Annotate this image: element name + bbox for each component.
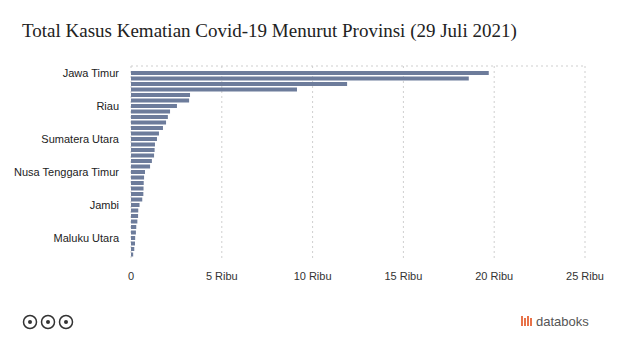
bar bbox=[131, 231, 136, 235]
license-icon-dot bbox=[46, 320, 50, 324]
logo-mark bbox=[521, 316, 523, 326]
logo-text: databoks bbox=[536, 314, 589, 329]
license-icon bbox=[42, 316, 55, 329]
grid-line bbox=[494, 66, 495, 259]
bar bbox=[131, 176, 144, 180]
logo-mark bbox=[530, 318, 532, 326]
tick-label: 10 Ribu bbox=[294, 270, 332, 282]
category-label: Jawa Timur bbox=[63, 67, 120, 79]
bar bbox=[131, 99, 189, 103]
category-label: Maluku Utara bbox=[54, 232, 120, 244]
bar bbox=[131, 209, 138, 213]
bar bbox=[131, 126, 163, 130]
bar bbox=[131, 132, 159, 136]
license-icon-dot bbox=[28, 320, 32, 324]
bar bbox=[131, 82, 347, 86]
grid-line bbox=[221, 66, 222, 259]
grid-line bbox=[312, 66, 313, 259]
bar bbox=[131, 242, 135, 246]
grid-line bbox=[585, 66, 586, 259]
bar bbox=[131, 214, 138, 218]
chart: Total Kasus Kematian Covid-19 Menurut Pr… bbox=[0, 0, 620, 348]
license-icon bbox=[24, 316, 37, 329]
bar bbox=[131, 143, 155, 147]
frame-line bbox=[131, 66, 585, 67]
logo-mark bbox=[527, 316, 529, 326]
category-label: Nusa Tenggara Timur bbox=[14, 166, 119, 178]
tick-label: 15 Ribu bbox=[384, 270, 422, 282]
bars bbox=[131, 71, 489, 257]
bar bbox=[131, 71, 489, 75]
bar bbox=[131, 225, 136, 229]
bar bbox=[131, 137, 157, 141]
license-icon-dot bbox=[64, 320, 68, 324]
bar bbox=[131, 159, 152, 163]
logo bbox=[521, 316, 532, 326]
bar bbox=[131, 88, 297, 92]
bar bbox=[131, 198, 142, 202]
bar bbox=[131, 203, 140, 207]
bar bbox=[131, 77, 469, 81]
category-label: Jambi bbox=[90, 199, 119, 211]
tick-label: 25 Ribu bbox=[566, 270, 604, 282]
title: Total Kasus Kematian Covid-19 Menurut Pr… bbox=[22, 20, 517, 42]
tick-label: 5 Ribu bbox=[206, 270, 238, 282]
license-icon bbox=[60, 316, 73, 329]
bar bbox=[131, 121, 166, 125]
bar bbox=[131, 154, 154, 158]
bar bbox=[131, 247, 134, 251]
category-label: Sumatera Utara bbox=[41, 133, 120, 145]
bar bbox=[131, 220, 137, 224]
bar bbox=[131, 236, 135, 240]
grid-line bbox=[403, 66, 404, 259]
bar bbox=[131, 148, 155, 152]
tick-label: 20 Ribu bbox=[475, 270, 513, 282]
bar bbox=[131, 104, 177, 108]
logo-mark bbox=[524, 318, 526, 326]
bar bbox=[131, 165, 150, 169]
bar bbox=[131, 93, 190, 97]
bar bbox=[131, 181, 144, 185]
chart-root: Total Kasus Kematian Covid-19 Menurut Pr… bbox=[0, 0, 620, 348]
bar bbox=[131, 253, 133, 257]
bar bbox=[131, 192, 143, 196]
bar bbox=[131, 110, 170, 114]
bar bbox=[131, 115, 168, 119]
category-label: Riau bbox=[96, 100, 119, 112]
tick-label: 0 bbox=[128, 270, 134, 282]
bar bbox=[131, 187, 144, 191]
bar bbox=[131, 170, 145, 174]
